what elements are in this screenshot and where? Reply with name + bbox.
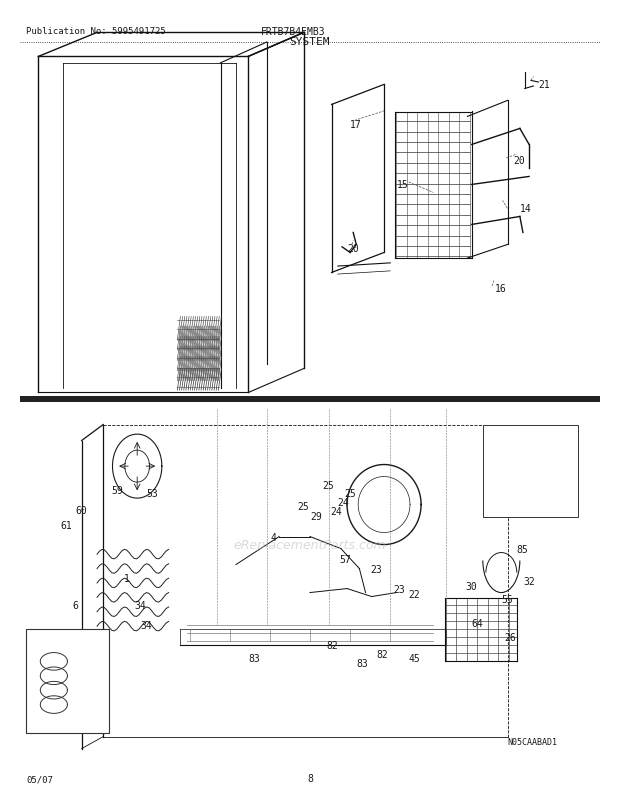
- Text: 30: 30: [466, 581, 477, 591]
- Text: 16: 16: [495, 284, 507, 294]
- Text: 29: 29: [310, 511, 322, 521]
- Bar: [20, 397, 600, 403]
- Text: 55: 55: [502, 594, 513, 604]
- Text: 57: 57: [340, 554, 352, 565]
- Text: 24: 24: [338, 497, 350, 508]
- Text: 17: 17: [350, 120, 362, 130]
- Text: 41: 41: [523, 482, 534, 492]
- Text: 59: 59: [111, 485, 123, 496]
- Text: 8: 8: [307, 773, 313, 783]
- Text: 1: 1: [123, 573, 130, 583]
- Text: 20: 20: [514, 156, 525, 166]
- Text: 64: 64: [472, 618, 484, 628]
- Bar: [26, 629, 109, 733]
- Text: 23: 23: [371, 564, 383, 574]
- Text: Publication No: 5995491725: Publication No: 5995491725: [26, 27, 166, 36]
- Text: SYSTEM: SYSTEM: [290, 38, 330, 47]
- Text: 15: 15: [396, 180, 408, 190]
- Text: FRTB7B4EMB3: FRTB7B4EMB3: [260, 27, 326, 37]
- Text: 24: 24: [330, 506, 342, 516]
- Text: 32: 32: [523, 576, 534, 585]
- Text: 20: 20: [347, 244, 359, 254]
- Text: 34: 34: [134, 601, 146, 610]
- Text: 21: 21: [538, 80, 550, 91]
- Text: 22: 22: [409, 589, 420, 599]
- Text: 45: 45: [409, 654, 420, 663]
- Text: N05CAABAD1: N05CAABAD1: [508, 737, 557, 747]
- Text: 25: 25: [298, 501, 309, 512]
- Text: 82: 82: [327, 640, 339, 650]
- Text: 53: 53: [146, 488, 158, 498]
- Text: 82: 82: [377, 650, 388, 659]
- Text: 25: 25: [322, 480, 334, 490]
- Text: 85: 85: [516, 544, 528, 554]
- Text: 61: 61: [60, 520, 72, 530]
- Text: 25: 25: [344, 488, 356, 498]
- Text: 14: 14: [520, 205, 531, 214]
- Text: 26: 26: [505, 632, 516, 642]
- Text: 44: 44: [523, 506, 534, 516]
- Text: 4: 4: [270, 532, 277, 542]
- Text: 05/07: 05/07: [26, 774, 53, 783]
- Text: 83: 83: [248, 654, 260, 663]
- Text: 83: 83: [356, 658, 368, 668]
- Text: eReplacementParts.com: eReplacementParts.com: [234, 538, 386, 551]
- Text: 23: 23: [393, 584, 405, 593]
- Text: 60: 60: [76, 505, 87, 516]
- Bar: [483, 425, 578, 516]
- Text: 6: 6: [73, 600, 78, 610]
- Text: 34: 34: [140, 620, 152, 630]
